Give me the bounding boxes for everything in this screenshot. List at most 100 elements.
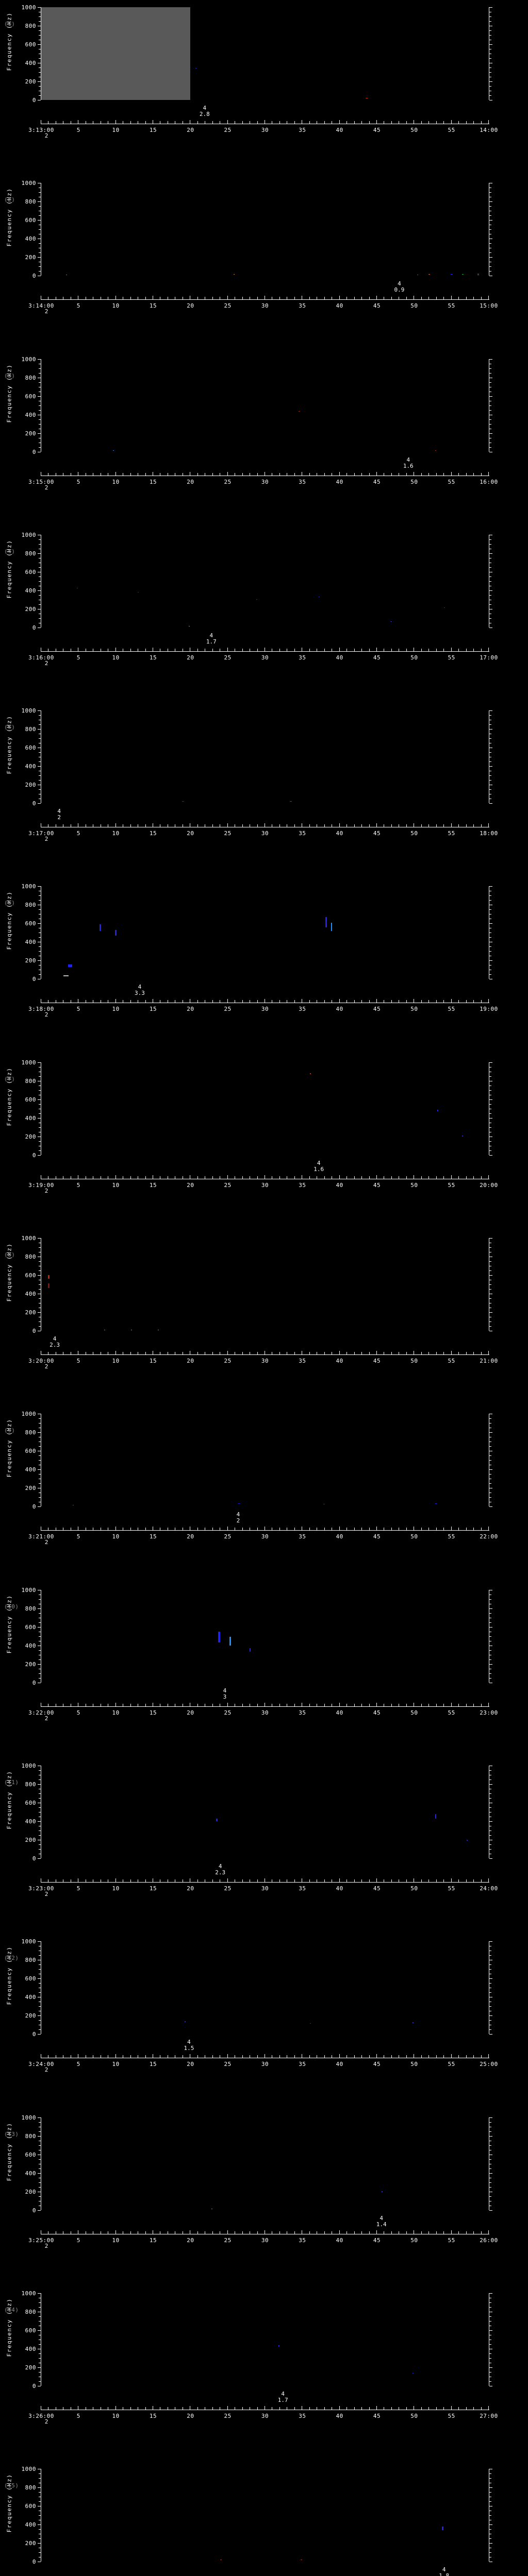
x-tick-minor: [197, 2406, 198, 2410]
x-tick-minor: [361, 1528, 362, 1531]
y-tick-minor: [39, 937, 41, 938]
x-tick-minor: [130, 648, 131, 651]
x-axis-start-label: 3:13:00: [28, 127, 54, 133]
scale-mantissa: 1.4: [376, 2221, 387, 2228]
panel-index-label: (12): [4, 1955, 19, 1962]
x-tick-major: [227, 471, 228, 476]
y-tick-minor-right: [489, 1270, 491, 1272]
y-axis-tick-label: 0: [32, 2382, 36, 2389]
y-tick-minor: [39, 789, 41, 790]
y-tick-major-right: [489, 2524, 492, 2526]
y-tick-major-right: [489, 2293, 492, 2294]
scale-exponent: 4: [187, 2039, 191, 2046]
x-axis-end-label: 27:00: [480, 2412, 498, 2419]
y-axis-tick-label: 400: [25, 2170, 36, 2177]
x-axis-tick-label: 35: [299, 2412, 306, 2419]
y-tick-major-right: [489, 1155, 492, 1156]
y-tick-minor: [39, 215, 41, 216]
y-tick-minor: [39, 419, 41, 420]
x-axis-tick-label: 45: [373, 478, 381, 485]
spectral-mark: [309, 1073, 311, 1075]
y-tick-major: [38, 1784, 41, 1785]
y-tick-major-right: [489, 44, 492, 45]
x-tick-minor: [473, 2231, 474, 2234]
y-tick-minor: [39, 206, 41, 207]
y-tick-major: [38, 1626, 41, 1628]
x-tick-minor: [473, 1528, 474, 1531]
x-tick-minor: [428, 1703, 430, 1706]
x-tick-minor: [406, 1000, 407, 1003]
x-axis-tick-label: 50: [410, 654, 418, 661]
y-axis-tick-label: 600: [25, 393, 36, 400]
x-tick-minor: [428, 2055, 430, 2058]
y-tick-minor-right: [489, 1835, 491, 1836]
x-tick-minor: [279, 1176, 280, 1179]
y-tick-minor-right: [489, 544, 491, 545]
plot-area: [41, 710, 489, 804]
y-axis-tick-label: 800: [25, 1605, 36, 1612]
x-tick-minor: [130, 297, 131, 300]
x-axis-line: [41, 1882, 489, 1883]
x-tick-major: [376, 1351, 377, 1355]
panel-index-label: (5): [4, 724, 15, 731]
x-tick-minor: [428, 1879, 430, 1882]
x-axis-tick-label: 10: [112, 1358, 120, 1365]
y-axis-tick-label: 400: [25, 1818, 36, 1825]
y-tick-major-right: [489, 2117, 492, 2118]
y-tick-minor: [39, 2381, 41, 2382]
x-axis-tick-label: 55: [448, 1181, 455, 1189]
spectral-mark: [466, 1839, 468, 1841]
y-tick-minor-right: [489, 1650, 491, 1651]
spectral-mark: [435, 1503, 437, 1504]
y-tick-minor-right: [489, 447, 491, 448]
spectral-mark: [48, 1283, 50, 1289]
amplitude-scale-annotation: 4 1.8: [439, 2567, 449, 2576]
y-tick-major-right: [489, 1469, 492, 1470]
x-tick-minor: [421, 1879, 422, 1882]
x-tick-minor: [391, 1528, 392, 1531]
spectral-mark: [441, 2526, 443, 2530]
x-tick-minor: [443, 648, 444, 651]
y-tick-major: [38, 81, 41, 82]
x-axis-tick-label: 30: [261, 127, 269, 133]
x-tick-minor: [391, 121, 392, 124]
x-tick-major: [488, 999, 489, 1003]
x-tick-minor: [466, 824, 467, 827]
y-tick-major-right: [489, 1858, 492, 1859]
x-axis-tick-label: 15: [149, 478, 157, 485]
x-tick-minor: [212, 1176, 213, 1179]
x-tick-minor: [436, 121, 437, 124]
date-day: 2: [44, 484, 48, 491]
x-tick-minor: [458, 121, 459, 124]
x-axis-tick-label: 50: [410, 1358, 418, 1365]
x-tick-minor: [242, 2055, 243, 2058]
y-tick-minor: [39, 951, 41, 952]
y-tick-minor-right: [489, 1636, 491, 1637]
y-tick-minor: [39, 2307, 41, 2308]
x-tick-minor: [354, 1879, 355, 1882]
y-axis-tick-label: 800: [25, 1957, 36, 1964]
x-tick-minor: [406, 1176, 407, 1179]
x-axis-tick-label: 55: [448, 2061, 455, 2068]
spectral-mark: [68, 964, 73, 968]
y-tick-major-right: [489, 1626, 492, 1628]
y-tick-major-right: [489, 710, 492, 711]
x-tick-major: [339, 1878, 340, 1882]
y-tick-major-right: [489, 2330, 492, 2331]
y-axis-tick-label: 200: [25, 2188, 36, 2195]
y-tick-major: [38, 257, 41, 258]
y-tick-minor-right: [489, 1321, 491, 1323]
panel-index-label: (1): [4, 21, 15, 27]
date-day: 2: [44, 132, 48, 139]
x-tick-minor: [369, 472, 370, 476]
x-tick-major: [488, 1351, 489, 1355]
y-axis-title: Frequency (Hz): [6, 12, 13, 71]
x-tick-major: [376, 999, 377, 1003]
y-axis-tick-label: 400: [25, 1114, 36, 1122]
x-tick-minor: [466, 1000, 467, 1003]
date-day: 2: [44, 1890, 48, 1897]
y-tick-minor: [39, 1076, 41, 1077]
y-tick-minor: [39, 2168, 41, 2169]
x-tick-minor: [145, 2406, 146, 2410]
date-stack-label: 2: [31, 836, 62, 842]
